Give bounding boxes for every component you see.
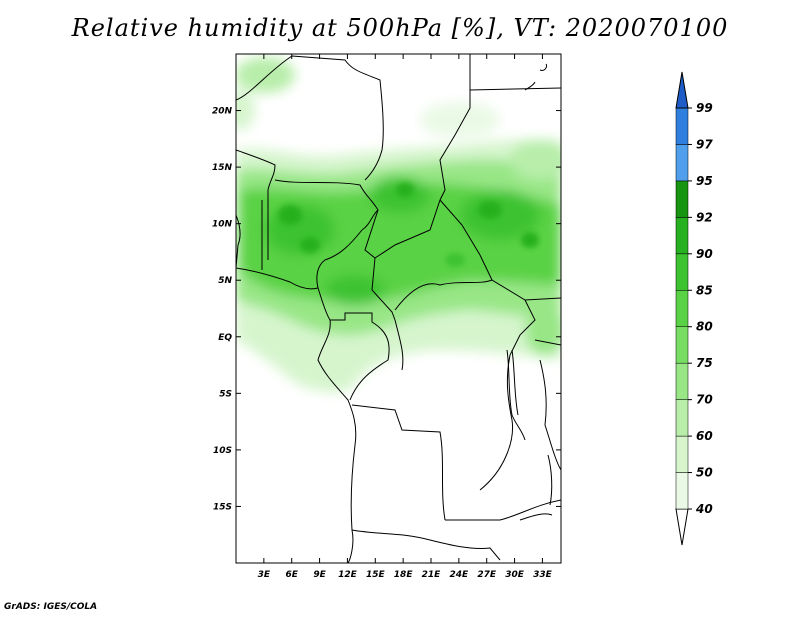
colorbar-segment [675,144,689,182]
lon-tick-label: 6E [286,570,299,580]
colorbar-label: 40 [695,502,713,516]
lat-axis: 20N 15N 10N 5N EQ 5S 10S 15S [212,107,561,512]
colorbar-label: 90 [696,247,713,261]
lon-tick-label: 30E [505,570,525,580]
colorbar-segment [675,253,689,291]
lon-tick-label: 12E [338,570,358,580]
colorbar-segment [675,326,689,364]
colorbar-label: 50 [696,466,713,480]
colorbar-segment [675,362,689,400]
colorbar-segment [675,435,689,473]
colorbar-label: 60 [696,429,713,443]
colorbar-label: 99 [696,101,713,115]
lon-tick-label: 18E [394,570,414,580]
lat-tick-label: EQ [218,333,232,343]
colorbar-label: 75 [696,356,713,370]
lon-tick-label: 15E [366,570,386,580]
humidity-shading [236,57,561,393]
lon-tick-label: 27E [477,570,497,580]
colorbar-over-triangle [675,71,689,109]
lon-tick-label: 24E [450,570,470,580]
colorbar-segment [675,290,689,327]
colorbar-label: 85 [696,283,713,297]
lat-tick-label: 15S [213,502,232,512]
colorbar-segment [675,399,689,437]
lon-tick-label: 33E [533,570,553,580]
lon-tick-label: 3E [258,570,271,580]
lat-tick-label: 10N [212,220,233,230]
lon-axis: 3E 6E 9E 12E 15E 18E 21E 24E 27E 30E 33E [258,54,553,580]
lon-tick-label: 9E [313,570,326,580]
colorbar-segment [675,180,689,218]
colorbar-label: 70 [696,393,713,407]
colorbar-label: 95 [696,174,713,188]
colorbar-under-triangle [675,508,689,546]
lon-tick-label: 21E [422,570,442,580]
lat-tick-label: 20N [212,107,233,117]
grads-credit: GrADS: IGES/COLA [4,602,98,612]
colorbar-segment [675,472,689,510]
country-borders [236,54,561,563]
lat-tick-label: 5S [219,389,232,399]
colorbar: 40 50 60 70 75 80 85 90 92 95 97 99 [675,71,713,546]
lat-tick-label: 15N [212,163,233,173]
colorbar-label: 92 [696,210,713,224]
colorbar-label: 97 [696,137,713,151]
lat-tick-label: 5N [218,276,232,286]
colorbar-segment [675,107,689,145]
lat-tick-label: 10S [213,446,232,456]
colorbar-segment [675,217,689,255]
map-title: Relative humidity at 500hPa [%], VT: 202… [71,14,729,42]
plot-frame [235,53,562,564]
colorbar-label: 80 [696,320,713,334]
